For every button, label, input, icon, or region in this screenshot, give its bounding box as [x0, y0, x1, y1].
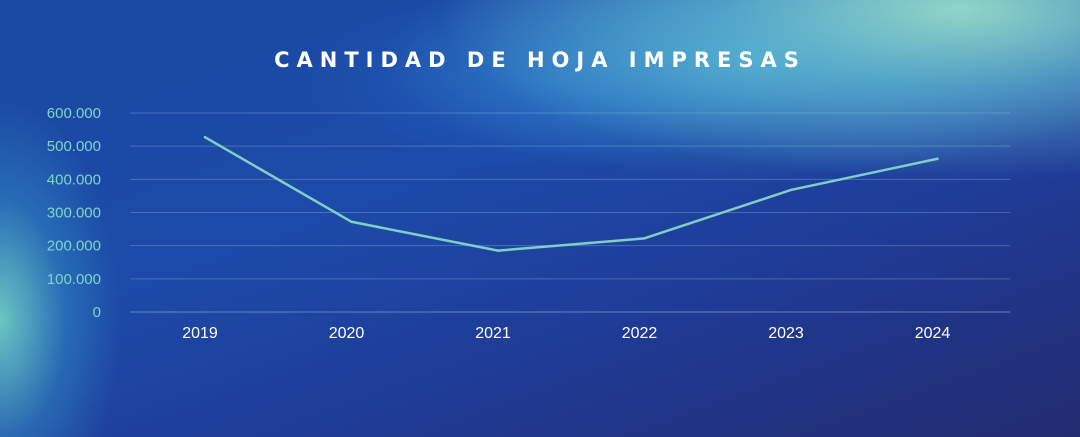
x-tick-label: 2021 — [475, 325, 511, 342]
y-tick-label: 400.000 — [47, 171, 101, 188]
data-point — [643, 237, 646, 240]
x-tick-label: 2024 — [915, 325, 951, 342]
x-tick-label: 2019 — [182, 325, 218, 342]
y-tick-label: 200.000 — [47, 238, 101, 255]
series-line — [203, 135, 939, 252]
x-tick-label: 2023 — [768, 325, 804, 342]
y-tick-label: 100.000 — [47, 271, 101, 288]
y-tick-label: 600.000 — [47, 105, 101, 122]
chart-title: CANTIDAD DE HOJA IMPRESAS — [274, 48, 806, 72]
data-point — [936, 157, 939, 160]
y-tick-label: 0 — [93, 304, 101, 321]
data-point — [496, 249, 500, 252]
y-tick-label: 300.000 — [47, 205, 101, 222]
y-tick-label: 500.000 — [47, 138, 101, 155]
x-tick-label: 2022 — [622, 325, 658, 342]
data-point — [350, 220, 353, 223]
data-point — [203, 136, 207, 139]
x-tick-label: 2020 — [329, 325, 365, 342]
data-point — [789, 188, 793, 192]
